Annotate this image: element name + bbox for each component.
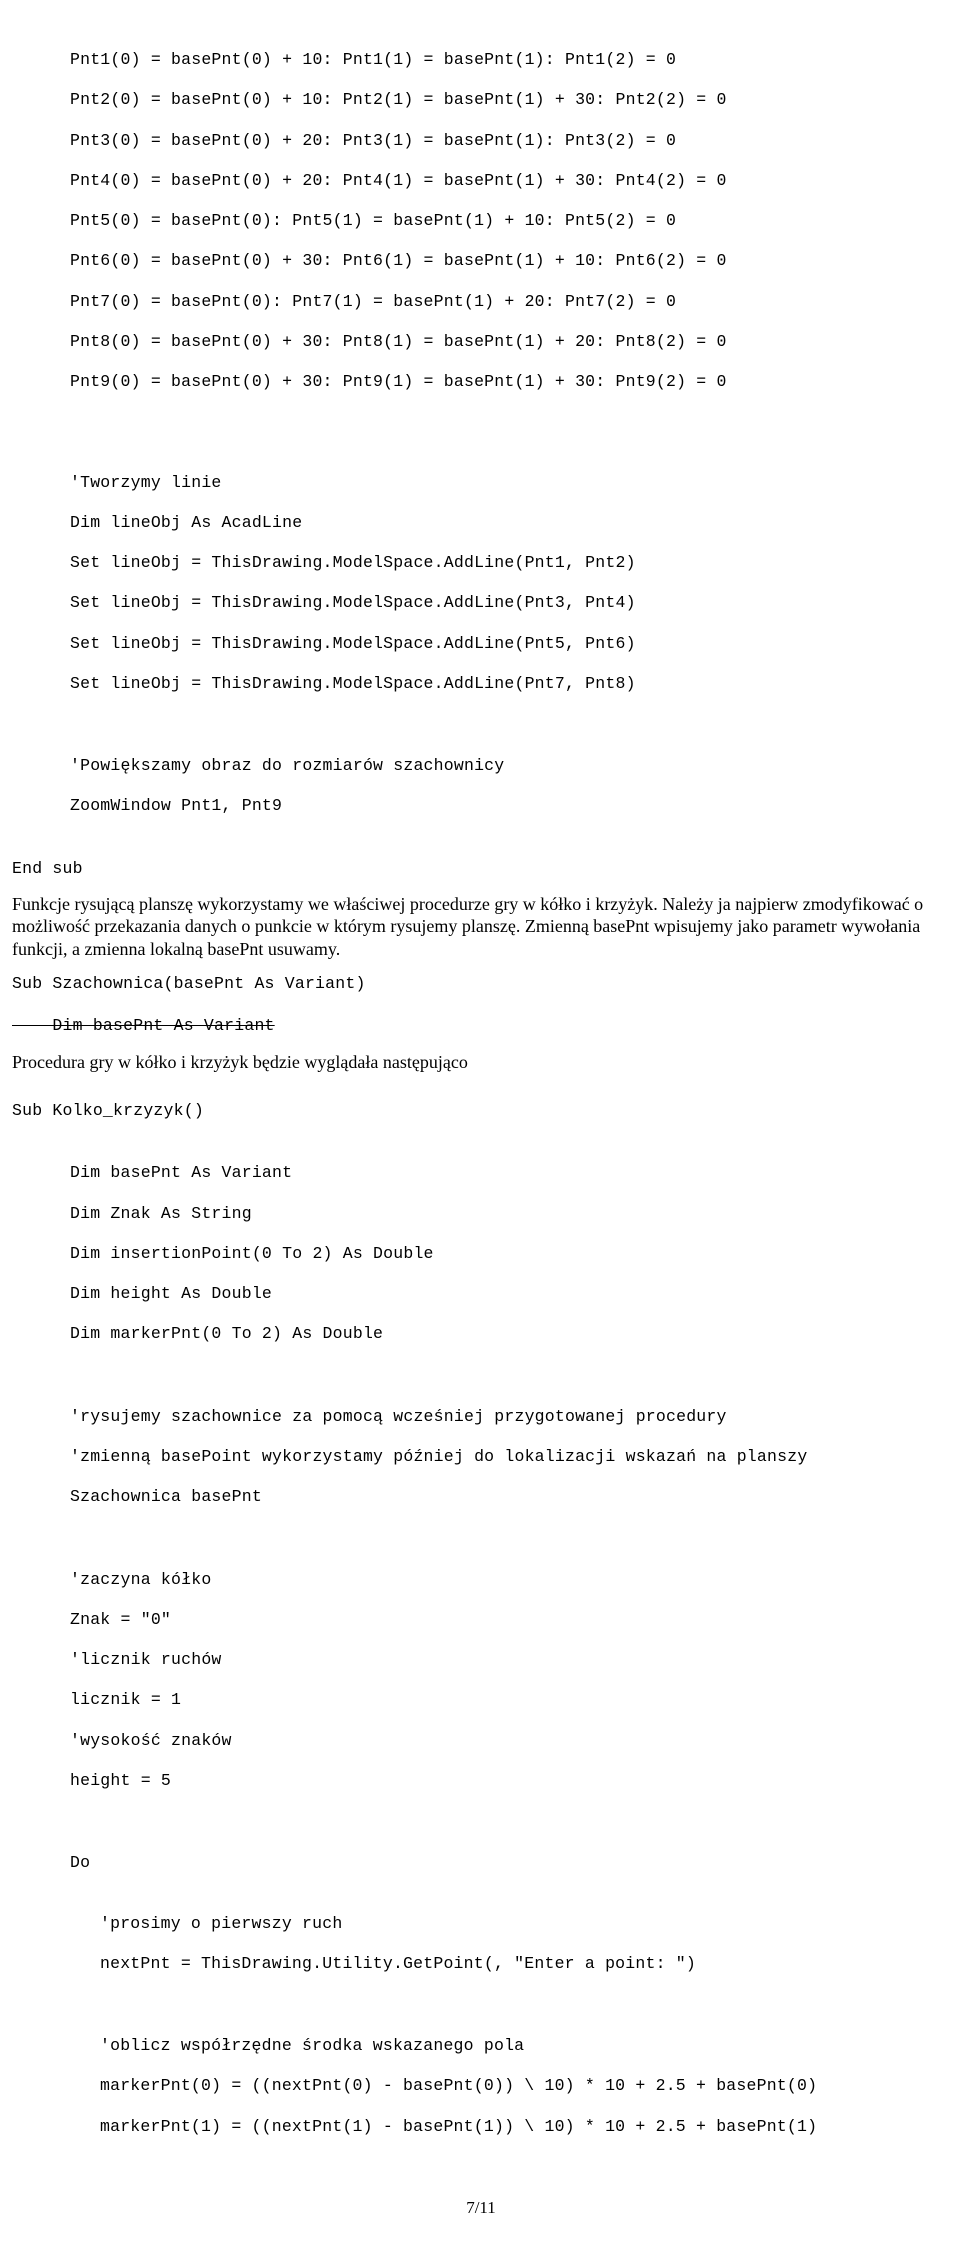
code-line: Set lineObj = ThisDrawing.ModelSpace.Add… (70, 553, 950, 573)
code-line: Pnt8(0) = basePnt(0) + 30: Pnt8(1) = bas… (70, 332, 950, 352)
code-block-marker: 'oblicz współrzędne środka wskazanego po… (12, 2016, 950, 2157)
code-line: Pnt3(0) = basePnt(0) + 20: Pnt3(1) = bas… (70, 131, 950, 151)
page-number: 7/11 (12, 2197, 950, 2220)
code-line: Pnt5(0) = basePnt(0): Pnt5(1) = basePnt(… (70, 211, 950, 231)
code-line: 'zmienną basePoint wykorzystamy później … (70, 1447, 950, 1467)
code-block-init: 'zaczyna kółko Znak = "0" 'licznik ruchó… (12, 1549, 950, 1811)
code-line: 'Tworzymy linie (70, 473, 950, 493)
code-block-create-lines: 'Tworzymy linie Dim lineObj As AcadLine … (12, 452, 950, 714)
code-line: Znak = "0" (70, 1610, 950, 1630)
code-line: Set lineObj = ThisDrawing.ModelSpace.Add… (70, 674, 950, 694)
code-sub-signature: Sub Szachownica(basePnt As Variant) (12, 974, 950, 994)
code-line: 'zaczyna kółko (70, 1570, 950, 1590)
prose-paragraph-2: Procedura gry w kółko i krzyżyk będzie w… (12, 1051, 950, 1074)
code-line: 'prosimy o pierwszy ruch (100, 1914, 950, 1934)
code-line: 'rysujemy szachownice za pomocą wcześnie… (70, 1407, 950, 1427)
code-line: Set lineObj = ThisDrawing.ModelSpace.Add… (70, 593, 950, 613)
code-line: Pnt6(0) = basePnt(0) + 30: Pnt6(1) = bas… (70, 251, 950, 271)
strike-text: Dim basePnt As Variant (12, 1016, 275, 1035)
code-line: Set lineObj = ThisDrawing.ModelSpace.Add… (70, 634, 950, 654)
code-line: Pnt2(0) = basePnt(0) + 10: Pnt2(1) = bas… (70, 90, 950, 110)
prose-paragraph-1: Funkcje rysującą planszę wykorzystamy we… (12, 893, 950, 961)
code-line: Do (70, 1853, 950, 1873)
code-line: nextPnt = ThisDrawing.Utility.GetPoint(,… (100, 1954, 950, 1974)
code-strikethrough-line: Dim basePnt As Variant (12, 1016, 950, 1036)
code-block-draw-board: 'rysujemy szachownice za pomocą wcześnie… (12, 1387, 950, 1528)
code-line: Szachownica basePnt (70, 1487, 950, 1507)
code-line: 'licznik ruchów (70, 1650, 950, 1670)
code-sub-kolko: Sub Kolko_krzyzyk() (12, 1101, 950, 1121)
code-line: 'wysokość znaków (70, 1731, 950, 1751)
code-line: 'Powiększamy obraz do rozmiarów szachown… (70, 756, 950, 776)
code-line: Pnt7(0) = basePnt(0): Pnt7(1) = basePnt(… (70, 292, 950, 312)
code-end-sub: End sub (12, 859, 950, 879)
code-line: markerPnt(0) = ((nextPnt(0) - basePnt(0)… (100, 2076, 950, 2096)
code-line: Dim insertionPoint(0 To 2) As Double (70, 1244, 950, 1264)
code-line: Dim markerPnt(0 To 2) As Double (70, 1324, 950, 1344)
code-line: Dim height As Double (70, 1284, 950, 1304)
code-line: 'oblicz współrzędne środka wskazanego po… (100, 2036, 950, 2056)
code-block-zoom: 'Powiększamy obraz do rozmiarów szachown… (12, 736, 950, 837)
code-line: Pnt1(0) = basePnt(0) + 10: Pnt1(1) = bas… (70, 50, 950, 70)
code-block-do-loop: Do (12, 1833, 950, 1893)
code-line: licznik = 1 (70, 1690, 950, 1710)
code-line: Dim Znak As String (70, 1204, 950, 1224)
code-line: markerPnt(1) = ((nextPnt(1) - basePnt(1)… (100, 2117, 950, 2137)
code-block-pnt-assignments: Pnt1(0) = basePnt(0) + 10: Pnt1(1) = bas… (12, 30, 950, 412)
code-line: Pnt4(0) = basePnt(0) + 20: Pnt4(1) = bas… (70, 171, 950, 191)
code-line: Dim basePnt As Variant (70, 1163, 950, 1183)
code-block-do-body: 'prosimy o pierwszy ruch nextPnt = ThisD… (12, 1893, 950, 1994)
code-line: Pnt9(0) = basePnt(0) + 30: Pnt9(1) = bas… (70, 372, 950, 392)
code-block-dims: Dim basePnt As Variant Dim Znak As Strin… (12, 1143, 950, 1364)
code-line: height = 5 (70, 1771, 950, 1791)
code-line: Dim lineObj As AcadLine (70, 513, 950, 533)
code-line: ZoomWindow Pnt1, Pnt9 (70, 796, 950, 816)
